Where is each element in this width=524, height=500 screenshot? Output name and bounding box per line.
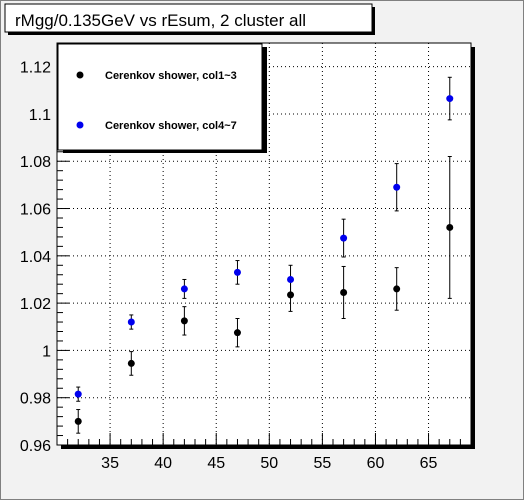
legend-label-col1-3: Cerenkov shower, col1~3 <box>105 70 237 82</box>
data-point <box>446 223 454 231</box>
data-point <box>180 285 188 293</box>
x-tick-label: 50 <box>260 455 278 472</box>
data-point <box>340 288 348 296</box>
y-tick-label: 1.08 <box>20 154 51 171</box>
y-tick-label: 1 <box>42 343 51 360</box>
x-tick-label: 65 <box>420 455 438 472</box>
data-point <box>340 234 348 242</box>
y-tick-label: 1.12 <box>20 60 51 77</box>
data-point <box>393 183 401 191</box>
x-tick-label: 55 <box>313 455 331 472</box>
series-2 <box>74 76 454 402</box>
legend-marker-col4-7 <box>76 121 84 129</box>
data-point <box>287 291 295 299</box>
y-tick-label: 1.1 <box>29 107 51 124</box>
y-tick-label: 0.98 <box>20 391 51 408</box>
legend-marker-col1-3 <box>76 71 84 79</box>
data-point <box>127 318 135 326</box>
axes: 35 40 45 50 55 60 65 0.96 0.98 1 1.02 1.04 1.06 1.08 1… <box>20 47 472 472</box>
legend: Cerenkov shower, col1~3 Cerenkov shower,… <box>57 43 267 153</box>
data-point <box>74 417 82 425</box>
data-point <box>127 359 135 367</box>
y-tick-label: 1.02 <box>20 296 51 313</box>
data-point <box>393 285 401 293</box>
data-point <box>233 268 241 276</box>
chart-title: rMgg/0.135GeV vs rEsum, 2 cluster all <box>15 11 306 30</box>
x-tick-label: 60 <box>367 455 385 472</box>
grid <box>57 43 471 446</box>
data-point <box>233 329 241 337</box>
y-tick-label: 1.04 <box>20 249 51 266</box>
data-point <box>74 390 82 398</box>
series-1 <box>74 156 454 434</box>
y-tick-label: 1.06 <box>20 202 51 219</box>
data-point <box>287 275 295 283</box>
legend-box <box>57 43 263 151</box>
x-tick-label: 35 <box>101 455 119 472</box>
x-tick-label: 45 <box>207 455 225 472</box>
x-tick-label: 40 <box>154 455 172 472</box>
y-tick-label: 0.96 <box>20 438 51 455</box>
title-frame <box>4 3 373 33</box>
title-box: rMgg/0.135GeV vs rEsum, 2 cluster all <box>4 3 375 35</box>
data-point <box>446 95 454 103</box>
data-point <box>180 317 188 325</box>
legend-label-col4-7: Cerenkov shower, col4~7 <box>105 120 237 132</box>
data-series <box>74 76 454 434</box>
